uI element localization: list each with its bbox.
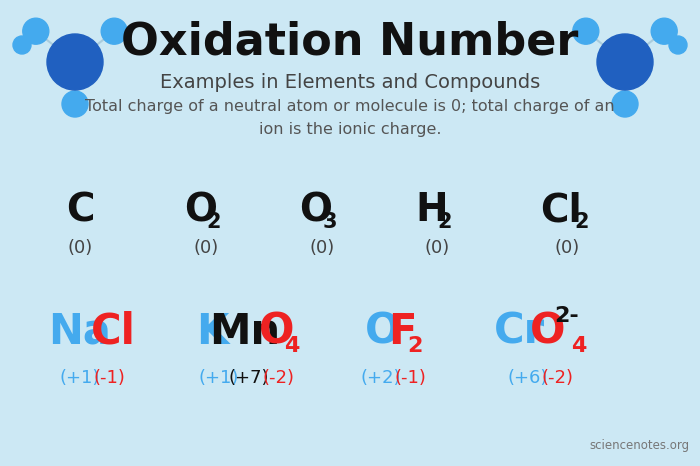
Circle shape bbox=[669, 36, 687, 54]
Text: (-1): (-1) bbox=[94, 369, 125, 387]
Text: (-2): (-2) bbox=[542, 369, 573, 387]
Text: 4: 4 bbox=[284, 336, 299, 356]
Circle shape bbox=[612, 91, 638, 117]
Circle shape bbox=[651, 18, 677, 44]
Text: Examples in Elements and Compounds: Examples in Elements and Compounds bbox=[160, 73, 540, 91]
Text: (0): (0) bbox=[554, 239, 580, 257]
Circle shape bbox=[102, 18, 127, 44]
Text: O: O bbox=[184, 191, 217, 229]
Text: 2: 2 bbox=[407, 336, 423, 356]
Circle shape bbox=[47, 34, 103, 90]
Text: Na: Na bbox=[48, 311, 111, 353]
Text: Cr: Cr bbox=[494, 311, 545, 353]
Text: (0): (0) bbox=[425, 239, 450, 257]
Text: 4: 4 bbox=[570, 336, 586, 356]
Text: Cl: Cl bbox=[540, 191, 582, 229]
Text: (+2): (+2) bbox=[360, 369, 400, 387]
Circle shape bbox=[597, 34, 653, 90]
Circle shape bbox=[23, 18, 49, 44]
Text: F: F bbox=[389, 311, 416, 353]
Circle shape bbox=[573, 18, 598, 44]
Text: Total charge of a neutral atom or molecule is 0; total charge of an
ion is the i: Total charge of a neutral atom or molecu… bbox=[85, 99, 615, 137]
Text: 2: 2 bbox=[206, 212, 221, 232]
Text: O: O bbox=[365, 311, 400, 353]
Text: O: O bbox=[300, 191, 332, 229]
Text: O: O bbox=[259, 311, 294, 353]
Text: (+1): (+1) bbox=[60, 369, 99, 387]
Text: (-2): (-2) bbox=[262, 369, 295, 387]
Text: sciencenotes.org: sciencenotes.org bbox=[590, 439, 690, 452]
Text: (-1): (-1) bbox=[395, 369, 426, 387]
Text: (0): (0) bbox=[194, 239, 219, 257]
Text: H: H bbox=[415, 191, 448, 229]
Text: 3: 3 bbox=[322, 212, 337, 232]
Text: 2: 2 bbox=[575, 212, 589, 232]
Text: 2-: 2- bbox=[554, 306, 579, 326]
Circle shape bbox=[13, 36, 31, 54]
Text: Oxidation Number: Oxidation Number bbox=[121, 21, 579, 63]
Text: (0): (0) bbox=[309, 239, 335, 257]
Text: (0): (0) bbox=[68, 239, 93, 257]
Text: Cl: Cl bbox=[91, 311, 136, 353]
Text: (+1): (+1) bbox=[198, 369, 239, 387]
Text: 2: 2 bbox=[438, 212, 452, 232]
Text: (+7): (+7) bbox=[228, 369, 269, 387]
Text: C: C bbox=[66, 191, 94, 229]
Text: O: O bbox=[530, 311, 566, 353]
Text: (+6): (+6) bbox=[508, 369, 547, 387]
Text: K: K bbox=[196, 311, 229, 353]
Circle shape bbox=[62, 91, 88, 117]
Text: Mn: Mn bbox=[209, 311, 280, 353]
